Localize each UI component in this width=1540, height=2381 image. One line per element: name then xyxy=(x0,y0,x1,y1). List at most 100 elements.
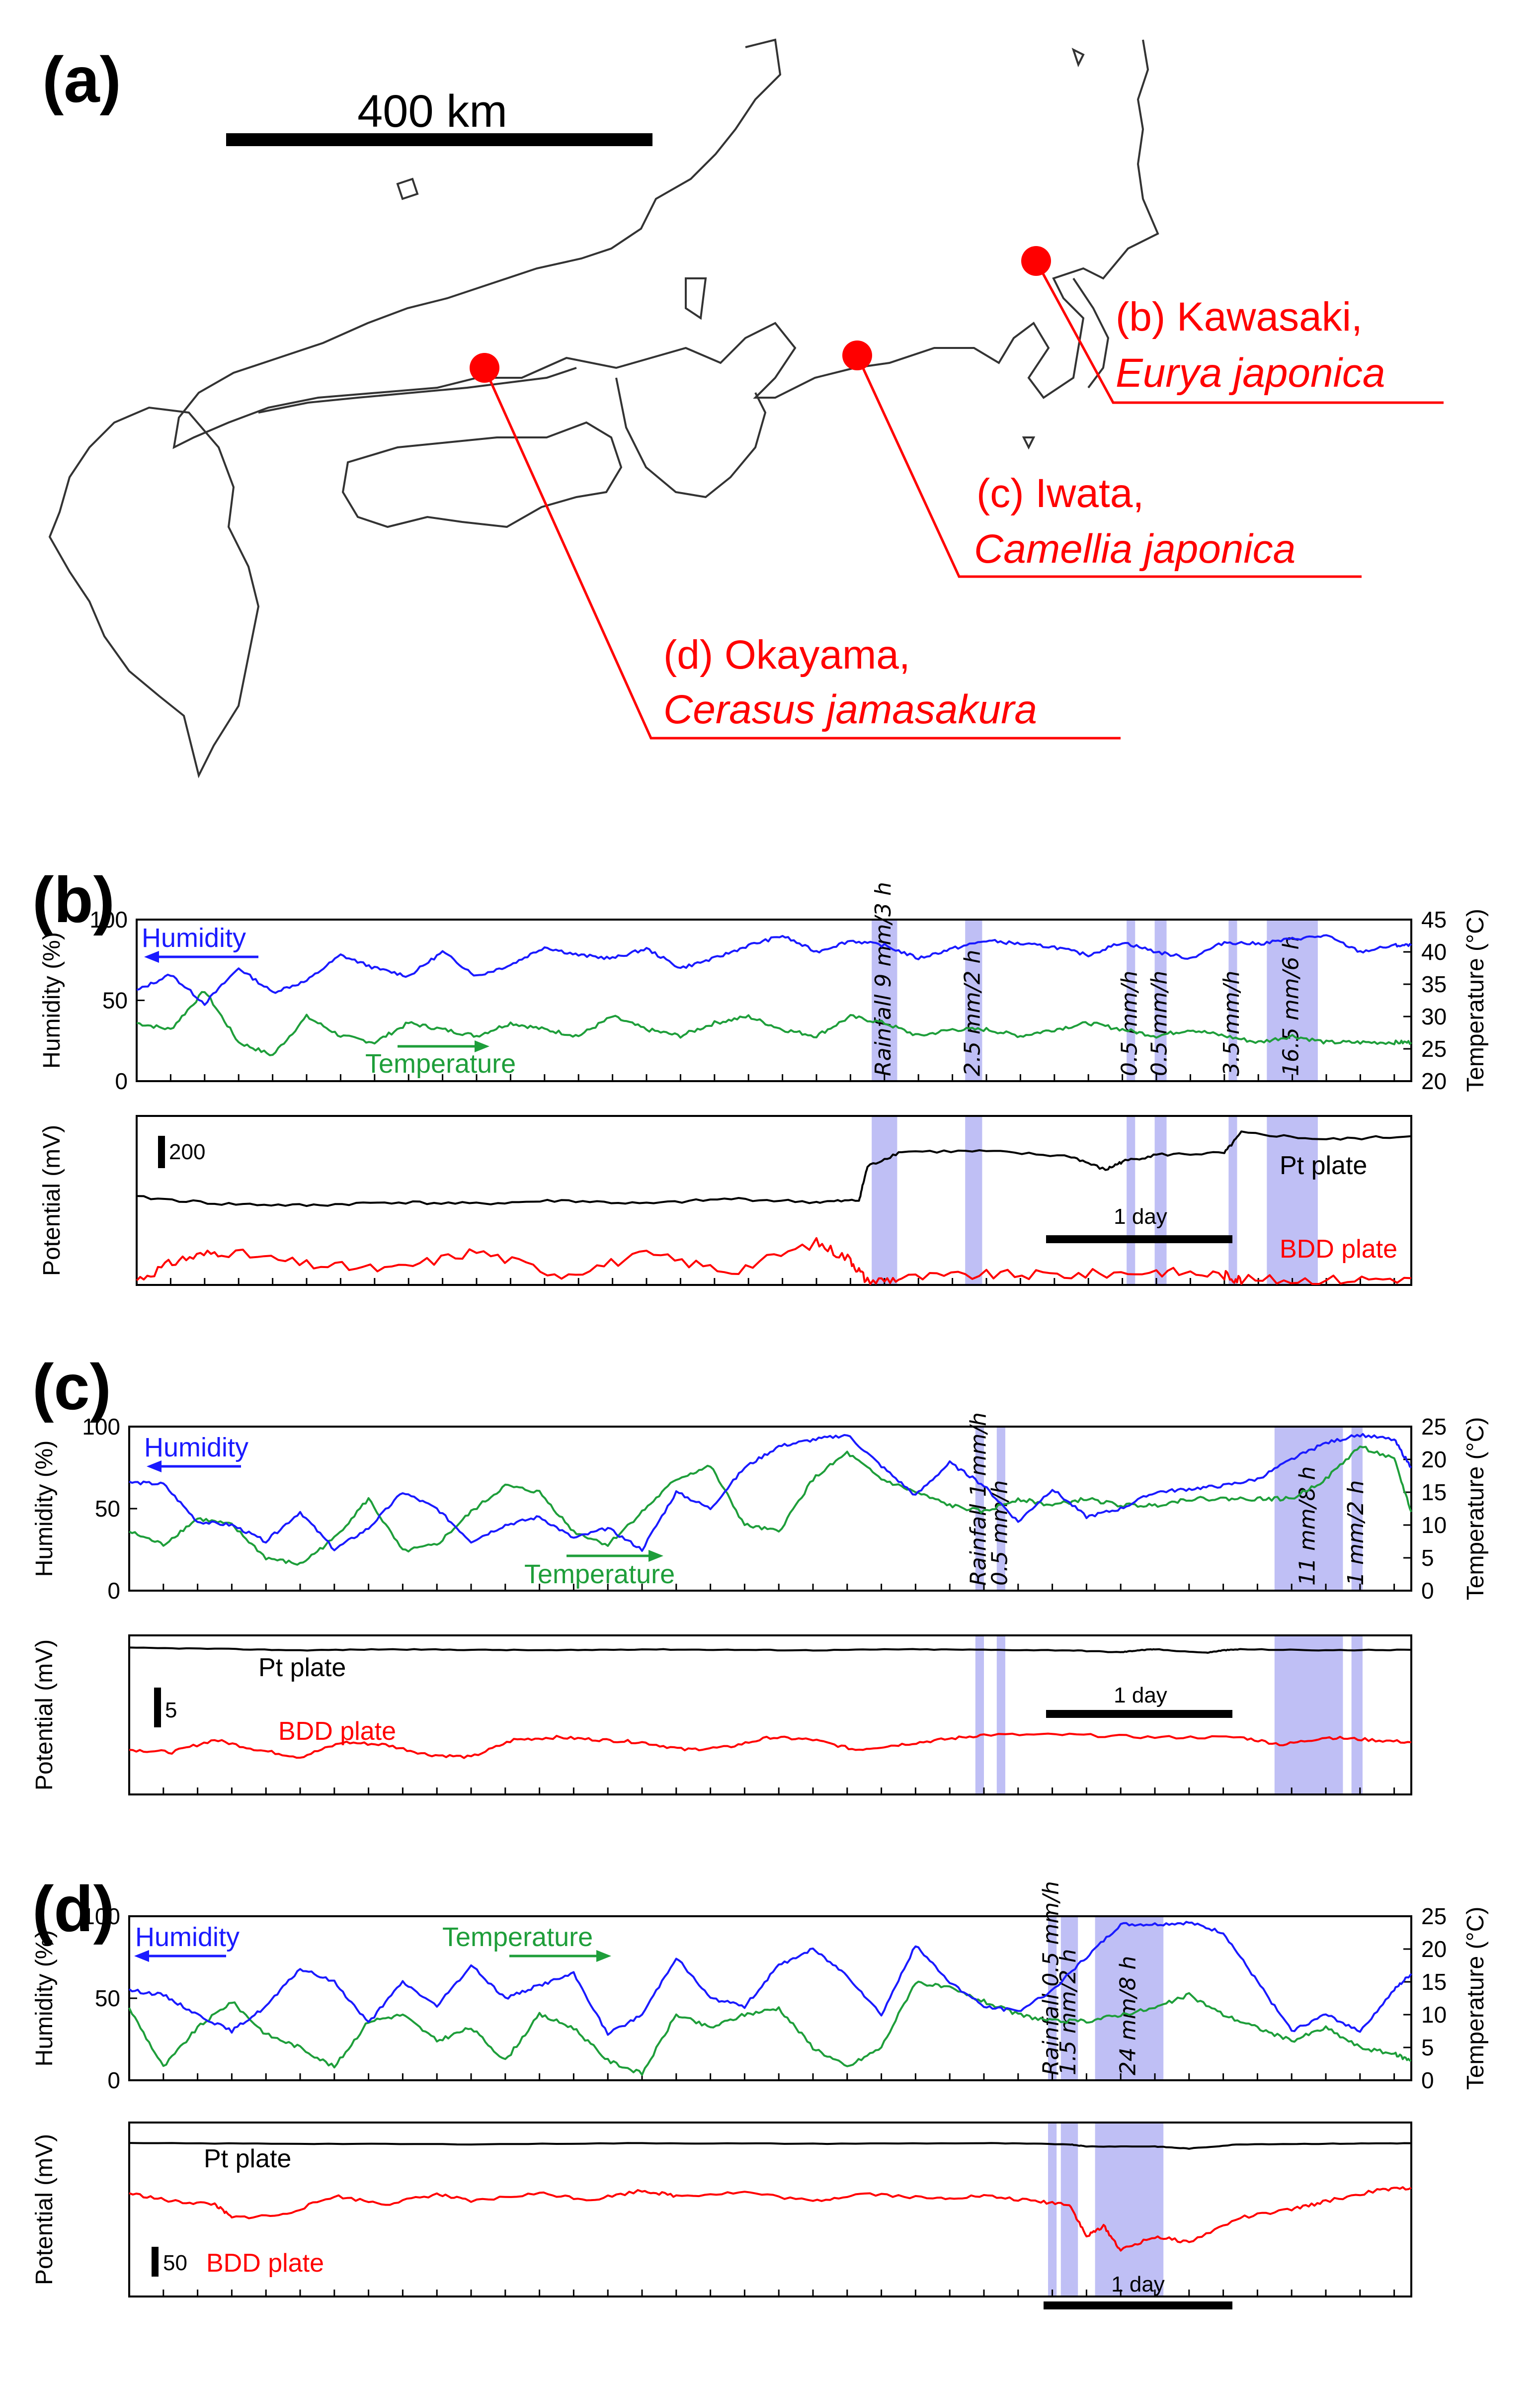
island-4 xyxy=(1071,48,1085,68)
island-3 xyxy=(1022,436,1036,450)
temperature-legend-label: Temperature xyxy=(524,1559,675,1589)
potential-scale-bar xyxy=(152,2247,159,2277)
y-tick-label-left: 50 xyxy=(95,1985,120,2011)
day-scale-label: 1 day xyxy=(1114,1683,1167,1707)
rain-event-label: 0.5 mm/h xyxy=(1117,971,1142,1076)
chart-panel-d: (d) Rainfall 0.5 mm/h1.5 mm/2 h 24 mm/8 h0… xyxy=(31,1872,1489,2309)
potential-scale-bar xyxy=(158,1136,165,1168)
bdd-plate-line xyxy=(129,2186,1412,2252)
temperature-legend-label: Temperature xyxy=(365,1049,516,1079)
rain-event-label: 11 mm/8 h xyxy=(1295,1466,1320,1586)
potential-scale-bar xyxy=(154,1688,161,1727)
marker-iwata xyxy=(842,340,872,370)
temperature-arrow-head xyxy=(648,1550,663,1562)
bdd-plate-line xyxy=(136,1237,1412,1285)
panel-label: (c) xyxy=(32,1351,111,1423)
y-tick-label-right: 35 xyxy=(1421,971,1447,997)
potential-scale-label: 200 xyxy=(169,1140,205,1164)
y-tick-label-right: 25 xyxy=(1421,1414,1447,1440)
rain-band-bottom xyxy=(975,1635,984,1794)
rain-event-label: Rainfall 1 mm/h xyxy=(966,1412,991,1586)
temperature-line xyxy=(128,1980,1412,2076)
panel-label: (d) xyxy=(32,1872,115,1945)
y-tick-label-left: 100 xyxy=(89,907,128,933)
pt-plate-label: Pt plate xyxy=(258,1653,346,1682)
rain-event-label: 0.5 mm/h xyxy=(1147,971,1172,1076)
map-panel-label: (a) xyxy=(42,43,121,116)
rain-band-bottom xyxy=(1060,2123,1078,2296)
y-tick-label-left: 0 xyxy=(107,1578,120,1604)
rain-band-bottom xyxy=(965,1116,982,1285)
scale-bar xyxy=(226,133,652,146)
temperature-line xyxy=(136,991,1412,1056)
bottom-plot-frame xyxy=(136,1115,1412,1286)
leader-c xyxy=(856,354,1362,578)
y-axis-label-left: Humidity (%) xyxy=(31,1441,58,1577)
rain-band-top xyxy=(1274,1427,1343,1591)
inland-sea-coast xyxy=(258,367,577,414)
site-leaders xyxy=(483,260,1444,740)
rain-band-bottom xyxy=(1154,1116,1167,1285)
rain-event-label: Rainfall 9 mm/3 h xyxy=(871,882,896,1076)
site-b-title: (b) Kawasaki, xyxy=(1116,294,1363,340)
island-2 xyxy=(685,277,707,320)
rain-band-top xyxy=(1351,1427,1363,1591)
rain-band-top xyxy=(1228,920,1237,1081)
potential-scale-label: 5 xyxy=(165,1698,177,1722)
humidity-line xyxy=(128,1921,1412,2036)
marker-okayama xyxy=(470,353,499,383)
y-tick-label-right: 30 xyxy=(1421,1004,1447,1029)
panel-label: (b) xyxy=(32,863,115,936)
site-c-species: Camellia japonica xyxy=(974,526,1296,572)
map-panel: (a) 400 km xyxy=(42,38,1444,778)
y-tick-label-right: 20 xyxy=(1421,1068,1447,1094)
humidity-arrow-head xyxy=(144,951,159,963)
rain-event-label: 1.5 mm/2 h xyxy=(1055,1949,1081,2075)
y-axis-label-bottom: Potential (mV) xyxy=(39,1125,65,1276)
pt-plate-line xyxy=(136,1130,1412,1207)
pt-plate-label: Pt plate xyxy=(204,2144,291,2173)
potential-scale-label: 50 xyxy=(163,2251,187,2275)
pt-plate-line xyxy=(129,1646,1412,1654)
y-tick-label-right: 10 xyxy=(1421,2002,1447,2028)
rain-band-top xyxy=(1048,1916,1057,2080)
temperature-legend-label: Temperature xyxy=(442,1922,593,1952)
y-tick-label-right: 40 xyxy=(1421,939,1447,965)
y-tick-label-right: 5 xyxy=(1421,2035,1434,2060)
y-axis-label-left: Humidity (%) xyxy=(31,1930,58,2067)
leader-b xyxy=(1035,260,1444,404)
y-axis-label-bottom: Potential (mV) xyxy=(31,1639,58,1790)
y-tick-label-left: 100 xyxy=(82,1414,120,1440)
humidity-arrow-head xyxy=(147,1460,162,1472)
kii-coast xyxy=(615,377,767,499)
day-scale-label: 1 day xyxy=(1114,1204,1167,1229)
rain-band-top xyxy=(1060,1916,1078,2080)
y-tick-label-left: 100 xyxy=(82,1903,120,1929)
y-tick-label-right: 0 xyxy=(1421,1578,1434,1604)
bottom-plot-frame xyxy=(128,1634,1412,1795)
rain-band-bottom xyxy=(1274,1635,1343,1794)
honshu-coast xyxy=(172,38,1159,449)
chart-panel-c: (c) Rainfall 1 mm/h0.5 mm/h 11 mm/8 h 1 mm/… xyxy=(31,1351,1489,1795)
bdd-plate-label: BDD plate xyxy=(1280,1235,1397,1264)
site-labels: (b) Kawasaki, Eurya japonica (c) Iwata, … xyxy=(663,294,1385,732)
rain-event-label: 16.5 mm/6 h xyxy=(1279,936,1304,1076)
rain-band-top xyxy=(872,920,897,1081)
y-axis-label-bottom: Potential (mV) xyxy=(31,2134,58,2285)
rain-event-label: Rainfall 0.5 mm/h xyxy=(1039,1881,1064,2075)
humidity-line xyxy=(136,934,1412,1006)
site-markers xyxy=(470,246,1051,383)
rain-band-bottom xyxy=(1127,1116,1135,1285)
rain-band-top xyxy=(1154,920,1167,1081)
y-axis-label-right: Temperature (°C) xyxy=(1462,1417,1489,1601)
humidity-arrow-head xyxy=(134,1950,149,1962)
boso-coast xyxy=(1072,277,1110,389)
y-tick-label-left: 0 xyxy=(115,1068,128,1094)
rain-event-label: 3.5 mm/h xyxy=(1219,971,1244,1076)
rain-band-top xyxy=(1127,920,1135,1081)
rain-event-label: 2.5 mm/2 h xyxy=(960,950,985,1076)
y-tick-label-right: 0 xyxy=(1421,2067,1434,2093)
humidity-line xyxy=(129,1433,1412,1552)
day-scale-bar xyxy=(1046,1710,1232,1718)
y-tick-label-right: 15 xyxy=(1421,1969,1447,1995)
